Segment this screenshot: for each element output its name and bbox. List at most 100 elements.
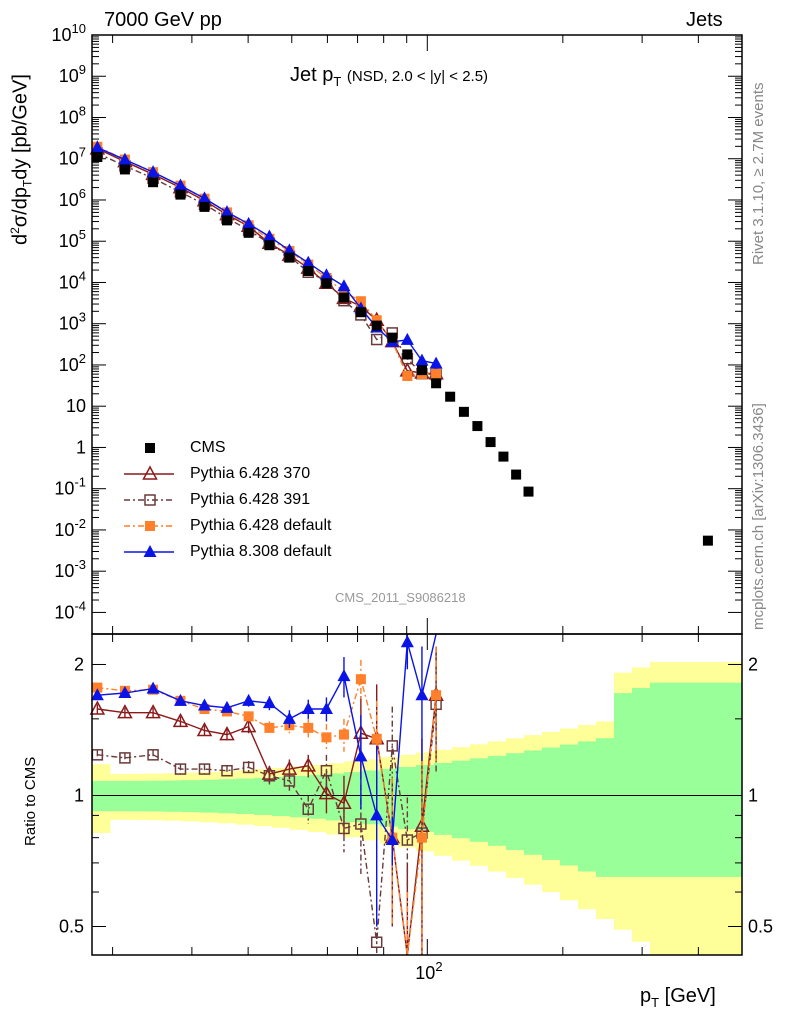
- y-tick-label: 10: [66, 396, 86, 416]
- cms-data-point: [221, 215, 232, 226]
- ratio-tick-label-right: 1: [748, 785, 758, 805]
- green-band-bin: [524, 750, 543, 855]
- green-band-bin: [92, 780, 111, 812]
- y-tick-label: 10-4: [54, 598, 86, 622]
- ratio-series-point: [92, 682, 103, 693]
- y-tick-label: 104: [59, 268, 86, 292]
- ratio-tick-label: 0.5: [59, 916, 84, 936]
- top-series-point: [402, 370, 413, 381]
- ratio-series-point: [318, 785, 335, 800]
- green-band-bin: [308, 774, 327, 819]
- top-series-point: [173, 178, 187, 191]
- green-band-bin: [218, 779, 237, 814]
- cms-data-point: [175, 189, 186, 200]
- ratio-series-point: [401, 834, 414, 846]
- ratio-series-point: [337, 669, 351, 682]
- green-band-bin: [236, 778, 255, 815]
- top-series-point: [431, 368, 442, 379]
- y-tick-label: 107: [59, 145, 86, 169]
- ratio-panel-series: [89, 633, 444, 956]
- cms-data-point: [402, 349, 413, 360]
- ratio-series-point: [300, 757, 317, 772]
- top-series-point: [301, 255, 315, 268]
- top-series-point: [90, 140, 104, 153]
- ratio-series-point: [338, 822, 350, 835]
- y-tick-label: 109: [59, 62, 86, 86]
- x-tick-label: 102: [415, 959, 442, 983]
- top-series-point: [282, 243, 296, 256]
- ratio-series-line: [97, 695, 437, 956]
- green-band-bin: [200, 779, 219, 813]
- ratio-series-point: [90, 688, 104, 701]
- top-panel-ticks: 10-4 10-3 10-2 10-1 1 10 102 103 104 105 106 107 108…: [52, 21, 742, 634]
- top-series-point: [118, 152, 132, 165]
- legend-entry: Pythia 6.428 391: [120, 488, 310, 512]
- green-band-bin: [290, 775, 309, 818]
- legend-swatch: [124, 521, 174, 531]
- rivet-watermark: Rivet 3.1.10, ≥ 2.7M events: [750, 82, 767, 266]
- legend-marker: [145, 443, 155, 453]
- cms-data-point: [148, 177, 159, 188]
- ratio-series-point: [370, 808, 384, 821]
- y-tick-label: 1010: [52, 21, 87, 45]
- cms-data-point: [303, 265, 314, 276]
- legend-entry: Pythia 6.428 370: [120, 462, 310, 486]
- ratio-series-point: [89, 700, 106, 715]
- ratio-tick-label: 1: [74, 785, 84, 805]
- legend-entry: CMS: [120, 436, 226, 460]
- top-series-point: [355, 296, 366, 307]
- green-band-bin: [146, 780, 165, 812]
- green-band-bin: [488, 755, 507, 846]
- ratio-series-line: [97, 704, 437, 943]
- green-band-bin: [434, 762, 453, 835]
- green-band-bin: [560, 744, 579, 866]
- y-axis-label-ratio: Ratio to CMS: [22, 756, 39, 846]
- cms-data-point: [445, 391, 456, 402]
- ratio-series-point: [355, 674, 366, 685]
- cms-data-point: [371, 320, 382, 331]
- y-tick-label: 106: [59, 186, 86, 210]
- title-tail: (NSD, 2.0 < |y| < 2.5): [346, 68, 489, 85]
- title-main: Jet p: [290, 64, 334, 86]
- ratio-series-point: [174, 763, 187, 775]
- legend-marker: [144, 494, 156, 506]
- cms-data-point: [92, 152, 103, 163]
- legend-label: Pythia 8.308 default: [190, 543, 332, 560]
- legend-entry: Pythia 8.308 default: [120, 540, 331, 564]
- y-tick-label: 103: [59, 310, 86, 334]
- ratio-series-point: [416, 832, 427, 843]
- legend-entry: Pythia 6.428 default: [120, 514, 331, 538]
- legend-marker: [142, 465, 158, 480]
- cms-data-point: [511, 469, 522, 480]
- y-tick-label: 10-3: [54, 557, 86, 581]
- top-series-point: [429, 356, 443, 369]
- ratio-series-point: [242, 693, 256, 706]
- ratio-series-point: [117, 704, 133, 719]
- green-band-bin: [578, 741, 597, 872]
- top-series-point: [319, 268, 333, 281]
- ratio-series-point: [221, 764, 233, 777]
- green-band-bin: [128, 780, 147, 812]
- cms-data-point: [458, 406, 469, 417]
- green-band-bin: [164, 780, 183, 812]
- ratio-series-point: [264, 722, 275, 733]
- legend-label: Pythia 6.428 370: [190, 465, 311, 482]
- y-tick-label: 102: [59, 351, 86, 375]
- ratio-series-point: [219, 726, 235, 741]
- legend-label: Pythia 6.428 default: [190, 517, 332, 534]
- legend-marker: [143, 545, 157, 557]
- cms-data-point: [472, 421, 483, 432]
- x-axis-label: pT [GeV]: [640, 985, 716, 1010]
- top-series-point: [337, 279, 351, 292]
- ratio-series-point: [198, 763, 211, 775]
- ratio-series-point: [173, 693, 187, 706]
- cms-data-point: [702, 535, 713, 546]
- ratio-series-point: [338, 729, 349, 740]
- cms-data-point: [498, 451, 509, 462]
- ratio-series-point: [301, 702, 315, 715]
- y-tick-label: 10-2: [54, 516, 86, 540]
- top-series-point: [262, 229, 276, 242]
- green-band-bin: [452, 760, 471, 839]
- ratio-series-point: [119, 752, 131, 764]
- uncertainty-bands: [92, 662, 743, 955]
